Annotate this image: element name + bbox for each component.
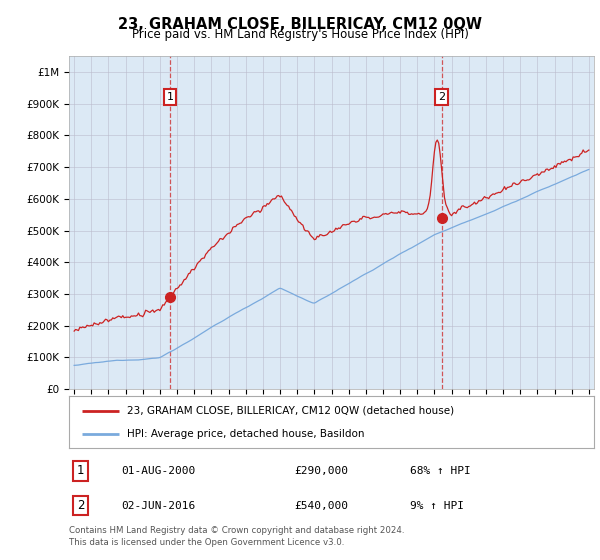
Text: £540,000: £540,000 (295, 501, 349, 511)
Text: 23, GRAHAM CLOSE, BILLERICAY, CM12 0QW: 23, GRAHAM CLOSE, BILLERICAY, CM12 0QW (118, 17, 482, 32)
Text: 2: 2 (77, 499, 84, 512)
Text: 02-JUN-2016: 02-JUN-2016 (121, 501, 196, 511)
Text: 01-AUG-2000: 01-AUG-2000 (121, 466, 196, 476)
Text: HPI: Average price, detached house, Basildon: HPI: Average price, detached house, Basi… (127, 428, 364, 438)
Text: 23, GRAHAM CLOSE, BILLERICAY, CM12 0QW (detached house): 23, GRAHAM CLOSE, BILLERICAY, CM12 0QW (… (127, 406, 454, 416)
Text: £290,000: £290,000 (295, 466, 349, 476)
Text: Contains HM Land Registry data © Crown copyright and database right 2024.
This d: Contains HM Land Registry data © Crown c… (69, 526, 404, 547)
Text: 68% ↑ HPI: 68% ↑ HPI (410, 466, 471, 476)
Text: 9% ↑ HPI: 9% ↑ HPI (410, 501, 464, 511)
Text: Price paid vs. HM Land Registry's House Price Index (HPI): Price paid vs. HM Land Registry's House … (131, 28, 469, 41)
Text: 1: 1 (77, 464, 84, 478)
Text: 2: 2 (438, 92, 445, 102)
Text: 1: 1 (166, 92, 173, 102)
